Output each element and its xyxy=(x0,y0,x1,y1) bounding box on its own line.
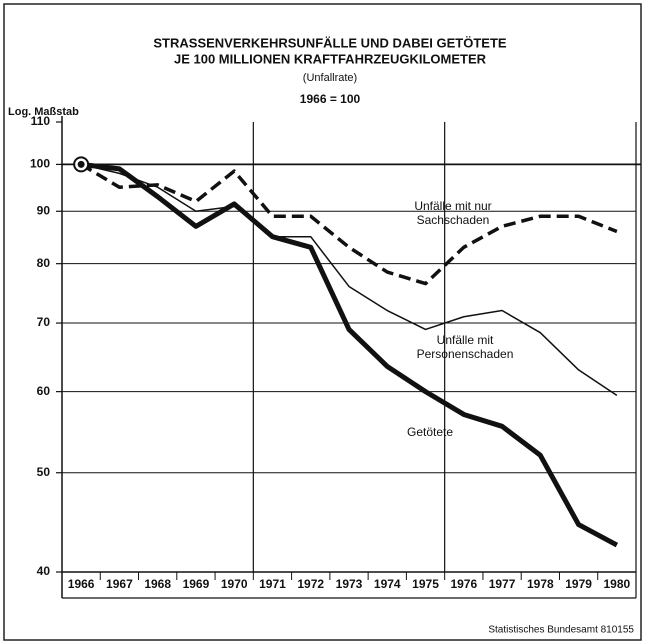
y-tick-label: 90 xyxy=(37,203,51,217)
y-tick-label: 50 xyxy=(37,465,51,479)
y-axis-label: Log. Maßstab xyxy=(8,106,79,118)
x-tick-label: 1968 xyxy=(144,577,171,591)
x-tick-label: 1967 xyxy=(106,577,133,591)
subtitle: (Unfallrate) xyxy=(303,72,357,84)
x-tick-label: 1979 xyxy=(565,577,592,591)
x-tick-label: 1969 xyxy=(183,577,210,591)
series-label: Getötete xyxy=(406,425,454,439)
x-tick-label: 1971 xyxy=(259,577,286,591)
series-line xyxy=(80,161,619,548)
y-tick-label: 40 xyxy=(37,564,51,578)
base-marker-dot xyxy=(77,160,85,168)
series-label: Unfälle mit nur Sachschaden xyxy=(414,199,492,227)
x-tick-label: 1973 xyxy=(336,577,363,591)
y-tick-label: 70 xyxy=(37,315,51,329)
base-note: 1966 = 100 xyxy=(300,92,361,106)
series-line xyxy=(80,163,618,396)
y-tick-label: 60 xyxy=(37,384,51,398)
y-tick-label: 80 xyxy=(37,256,51,270)
y-tick-label: 110 xyxy=(31,114,51,128)
x-tick-label: 1977 xyxy=(489,577,516,591)
x-tick-label: 1980 xyxy=(604,577,631,591)
x-tick-label: 1972 xyxy=(297,577,324,591)
series-label: Unfälle mit Personenschaden xyxy=(416,333,514,361)
y-tick-label: 100 xyxy=(30,157,50,171)
chart-title: JE 100 MILLIONEN KRAFTFAHRZEUGKILOMETER xyxy=(174,51,487,66)
x-tick-label: 1970 xyxy=(221,577,248,591)
x-tick-label: 1978 xyxy=(527,577,554,591)
frame xyxy=(3,3,642,641)
chart-title: STRASSENVERKEHRSUNFÄLLE UND DABEI GETÖTE… xyxy=(153,35,507,50)
x-tick-label: 1975 xyxy=(412,577,439,591)
x-tick-label: 1976 xyxy=(450,577,477,591)
series-line xyxy=(80,162,618,286)
x-tick-label: 1966 xyxy=(68,577,95,591)
source: Statistisches Bundesamt 810155 xyxy=(488,625,634,636)
x-tick-label: 1974 xyxy=(374,577,401,591)
